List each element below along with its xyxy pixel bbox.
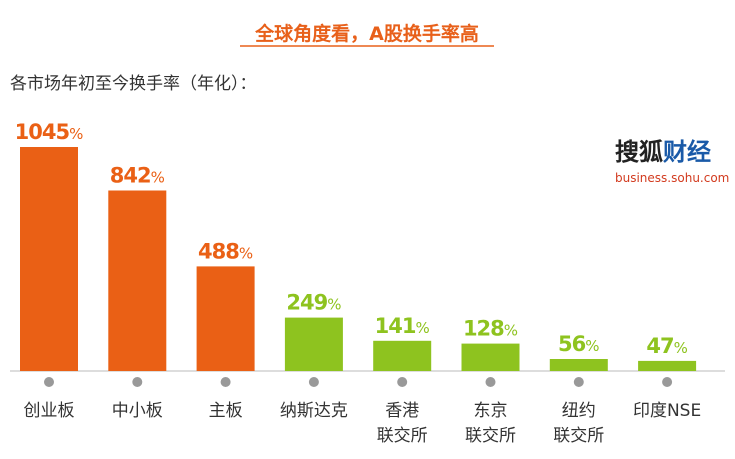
value-label-0: 1045% [15, 120, 84, 144]
bar-2 [196, 266, 255, 371]
chart-subtitle: 各市场年初至今换手率（年化）： [10, 74, 257, 94]
tick-dot-1 [132, 377, 143, 387]
category-label-4-line-1: 联交所 [377, 426, 428, 446]
category-label-2: 主板 [209, 401, 243, 421]
value-label-7: 47% [646, 334, 688, 358]
category-label-6-line-1: 联交所 [553, 426, 604, 446]
value-label-2: 488% [198, 239, 253, 263]
category-label-3: 纳斯达克 [280, 401, 348, 421]
logo-sohu: 搜狐 [615, 138, 663, 166]
category-label-5-line-1: 联交所 [465, 426, 516, 446]
logo-url: business.sohu.com [615, 171, 729, 185]
tick-dot-2 [220, 377, 231, 387]
logo-caijing: 财经 [663, 138, 711, 166]
category-label-7: 印度NSE [633, 401, 701, 421]
bars-group [20, 147, 697, 371]
tick-dots-group [44, 377, 673, 387]
bar-3 [284, 317, 343, 371]
value-labels-group: 1045% 842% 488% 249% 141% 128% 56% 47% [15, 120, 688, 358]
tick-dot-7 [662, 377, 673, 387]
sohu-logo: 搜狐财经 business.sohu.com [615, 138, 729, 185]
category-label-5-line-0: 东京 [474, 401, 508, 421]
bar-7 [638, 360, 697, 371]
tick-dot-6 [573, 377, 584, 387]
category-label-4-line-0: 香港 [385, 401, 419, 421]
bar-1 [108, 190, 167, 371]
tick-dot-3 [308, 377, 319, 387]
value-label-1: 842% [110, 164, 165, 188]
value-label-6: 56% [558, 332, 600, 356]
bar-5 [461, 343, 520, 371]
value-label-3: 249% [286, 291, 341, 315]
category-label-0: 创业板 [24, 401, 75, 421]
value-label-5: 128% [463, 317, 518, 341]
bar-4 [373, 340, 432, 371]
value-label-4: 141% [375, 314, 430, 338]
tick-dot-5 [485, 377, 496, 387]
category-label-6-line-0: 纽约 [562, 401, 596, 421]
bar-0 [20, 147, 78, 371]
tick-dot-4 [397, 377, 408, 387]
tick-dot-0 [44, 377, 54, 387]
chart-title: 全球角度看，A股换手率高 [254, 22, 479, 45]
svg-text:搜狐财经: 搜狐财经 [615, 138, 711, 166]
category-label-1: 中小板 [112, 401, 163, 421]
bar-6 [549, 359, 608, 371]
